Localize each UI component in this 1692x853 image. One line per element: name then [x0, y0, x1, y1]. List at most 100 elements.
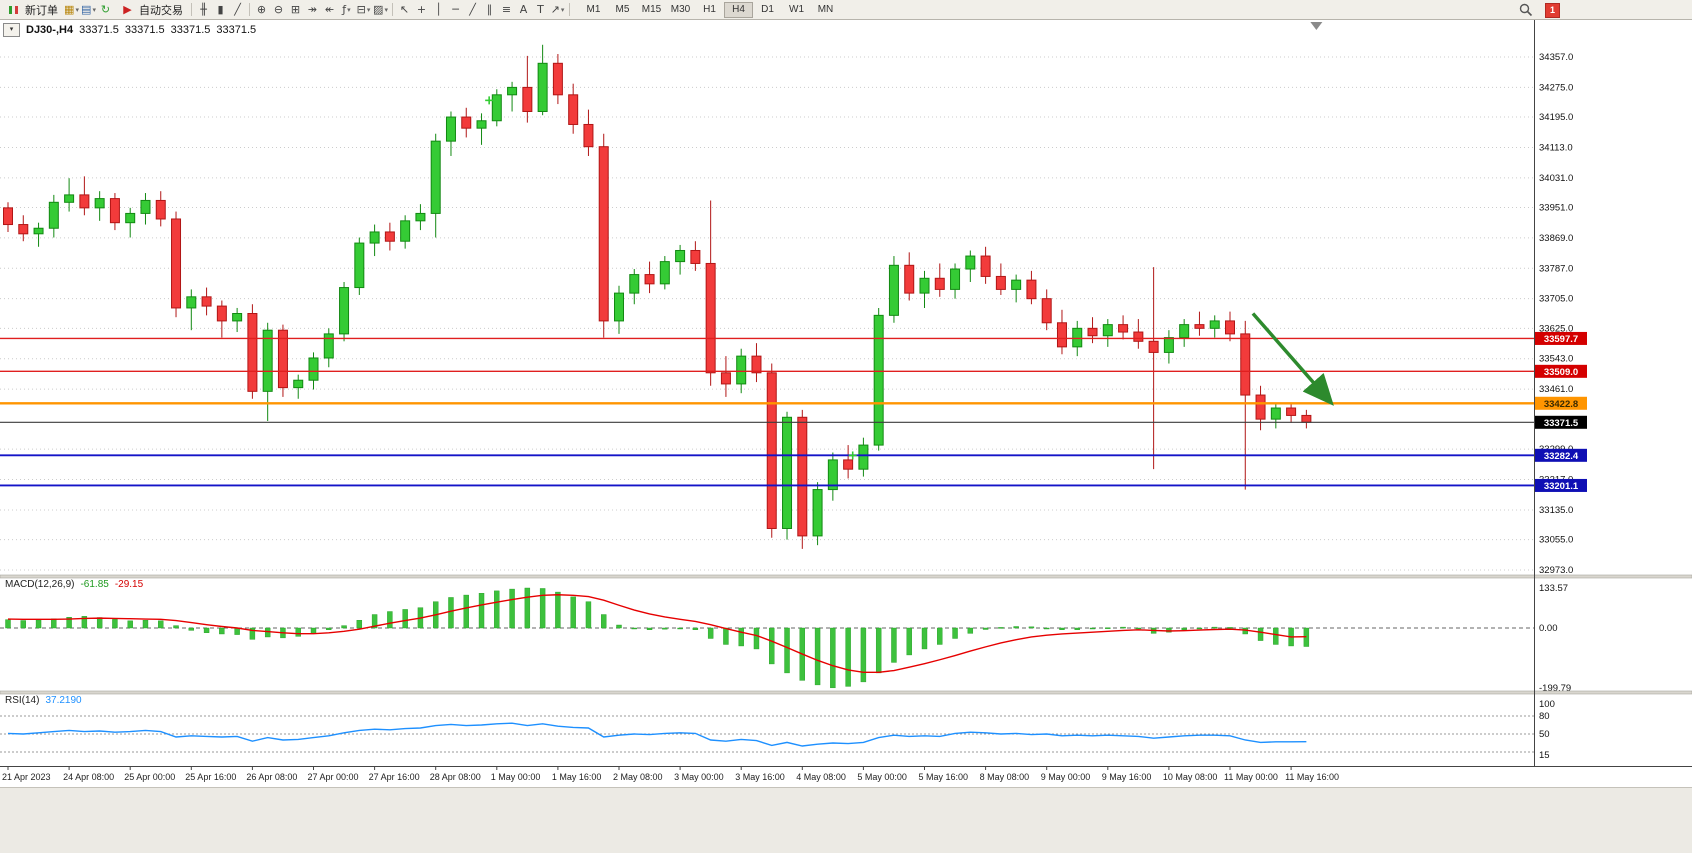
candle: [491, 94, 502, 122]
templates-button[interactable]: ▨ ▾: [372, 2, 389, 17]
price-tag[interactable]: [1535, 396, 1587, 410]
price-tag[interactable]: [1535, 448, 1587, 462]
toolbar-separator: [191, 3, 192, 16]
candle: [1225, 320, 1235, 335]
candle: [339, 287, 350, 335]
timeframe-h4[interactable]: H4: [724, 1, 753, 18]
candle: [109, 198, 120, 224]
zoom-in-button[interactable]: ⊕: [253, 2, 270, 17]
price-axis-label: 34113.0: [1539, 142, 1573, 153]
trendline-button[interactable]: ╱: [464, 2, 481, 17]
text-label-button[interactable]: T: [532, 2, 549, 17]
equidistant-channel-icon: ∥: [486, 3, 493, 16]
candle: [384, 231, 395, 242]
macd-histogram-bar: [1227, 627, 1233, 629]
price-axis-label: 33543.0: [1539, 354, 1573, 365]
price-axis-label: 33869.0: [1539, 233, 1573, 244]
time-label: 24 Apr 08:00: [63, 772, 114, 782]
macd-histogram-bar: [769, 627, 775, 665]
candle: [48, 201, 59, 229]
pane-separator[interactable]: [0, 690, 1692, 695]
candle: [980, 255, 991, 277]
zoom-out-icon: ⊖: [273, 3, 284, 16]
macd-histogram-bar: [1013, 626, 1019, 629]
search-icon[interactable]: [1518, 2, 1534, 17]
candle: [1163, 337, 1174, 353]
candle: [1240, 333, 1251, 396]
macd-pane[interactable]: [0, 587, 1534, 689]
chart-shift-marker[interactable]: [1310, 22, 1323, 30]
timeframe-m30[interactable]: M30: [670, 3, 691, 15]
macd-histogram-bar: [35, 619, 42, 629]
timeframe-mn[interactable]: MN: [817, 3, 834, 15]
trend-arrow[interactable]: [1251, 312, 1334, 406]
main-chart-pane[interactable]: [0, 22, 1534, 571]
cursor-button[interactable]: ↖: [396, 2, 413, 17]
bar-chart-button[interactable]: ╫: [195, 2, 212, 17]
timeframe-w1[interactable]: W1: [789, 3, 804, 15]
equidistant-channel-button[interactable]: ∥: [481, 2, 498, 17]
candle: [552, 62, 563, 96]
timeframe-d1[interactable]: D1: [761, 3, 774, 15]
candle: [675, 249, 686, 263]
timeframe-h1[interactable]: H1: [703, 3, 716, 15]
notification-badge[interactable]: 1: [1545, 3, 1560, 18]
price-tag[interactable]: [1535, 364, 1587, 378]
refresh-button[interactable]: ↻: [97, 2, 114, 17]
macd-histogram-bar: [601, 614, 607, 629]
text-button[interactable]: A: [515, 2, 532, 17]
autotrading-button[interactable]: ▶ 自动交易: [114, 2, 188, 18]
price-axis-label: 34031.0: [1539, 173, 1573, 184]
vertical-line-button[interactable]: │: [430, 2, 447, 17]
price-tag[interactable]: [1535, 415, 1587, 429]
price-axis-label: 32973.0: [1539, 565, 1573, 576]
chart-shift-button[interactable]: ↞: [321, 2, 338, 17]
candle: [858, 444, 869, 470]
profiles-icon: ▤: [81, 3, 92, 16]
candle: [1270, 407, 1281, 420]
time-label: 4 May 08:00: [796, 772, 846, 782]
chevron-down-icon: ▾: [92, 5, 96, 14]
indicators-button[interactable]: ƒ ▾: [338, 2, 355, 17]
timeframe-m15[interactable]: M15: [641, 3, 662, 15]
price-tag[interactable]: [1535, 331, 1587, 345]
fibonacci-button[interactable]: ≡: [498, 2, 515, 17]
arrows-button[interactable]: ↗ ▾: [549, 2, 566, 17]
refresh-icon: ↻: [100, 3, 111, 16]
candle: [232, 313, 243, 322]
candlestick-chart-button[interactable]: ▮: [212, 2, 229, 17]
one-click-trading-toggle[interactable]: ▾: [3, 23, 20, 37]
price-tag[interactable]: [1535, 478, 1587, 492]
price-axis-label: 33705.0: [1539, 294, 1573, 305]
tile-windows-button[interactable]: ⊞: [287, 2, 304, 17]
macd-histogram-bar: [387, 611, 393, 629]
zoom-out-button[interactable]: ⊖: [270, 2, 287, 17]
chevron-down-icon: ▾: [366, 5, 371, 14]
timeframe-m1[interactable]: M1: [586, 3, 601, 15]
pane-separator[interactable]: [0, 574, 1692, 579]
candle: [522, 86, 533, 112]
crosshair-button[interactable]: +: [413, 2, 430, 17]
macd-histogram-bar: [264, 627, 271, 638]
price-axis-label: 34195.0: [1539, 112, 1573, 123]
line-chart-button[interactable]: ╱: [229, 2, 246, 17]
candle: [155, 199, 166, 220]
candle: [873, 314, 884, 446]
profiles-button[interactable]: ▤ ▾: [80, 2, 97, 17]
periods-button[interactable]: ⊟ ▾: [355, 2, 372, 17]
auto-scroll-button[interactable]: ↠: [304, 2, 321, 17]
autotrading-label: 自动交易: [139, 4, 183, 17]
horizontal-line-button[interactable]: ─: [447, 2, 464, 17]
candle: [950, 268, 961, 290]
macd-histogram-bar: [234, 627, 240, 635]
timeframe-group: M1 M5 M15 M30 H1 H4 D1 W1 MN: [579, 1, 840, 18]
new-chart-button[interactable]: ▦ ▾: [63, 2, 80, 17]
macd-histogram-bar: [478, 593, 485, 629]
macd-histogram-bar: [96, 617, 103, 629]
timeframe-m5[interactable]: M5: [615, 3, 630, 15]
chart-shift-icon: ↞: [324, 3, 335, 16]
new-order-button[interactable]: 新订单: [0, 2, 63, 18]
rsi-pane[interactable]: [0, 715, 1534, 753]
candlestick-chart-icon: ▮: [217, 3, 224, 16]
